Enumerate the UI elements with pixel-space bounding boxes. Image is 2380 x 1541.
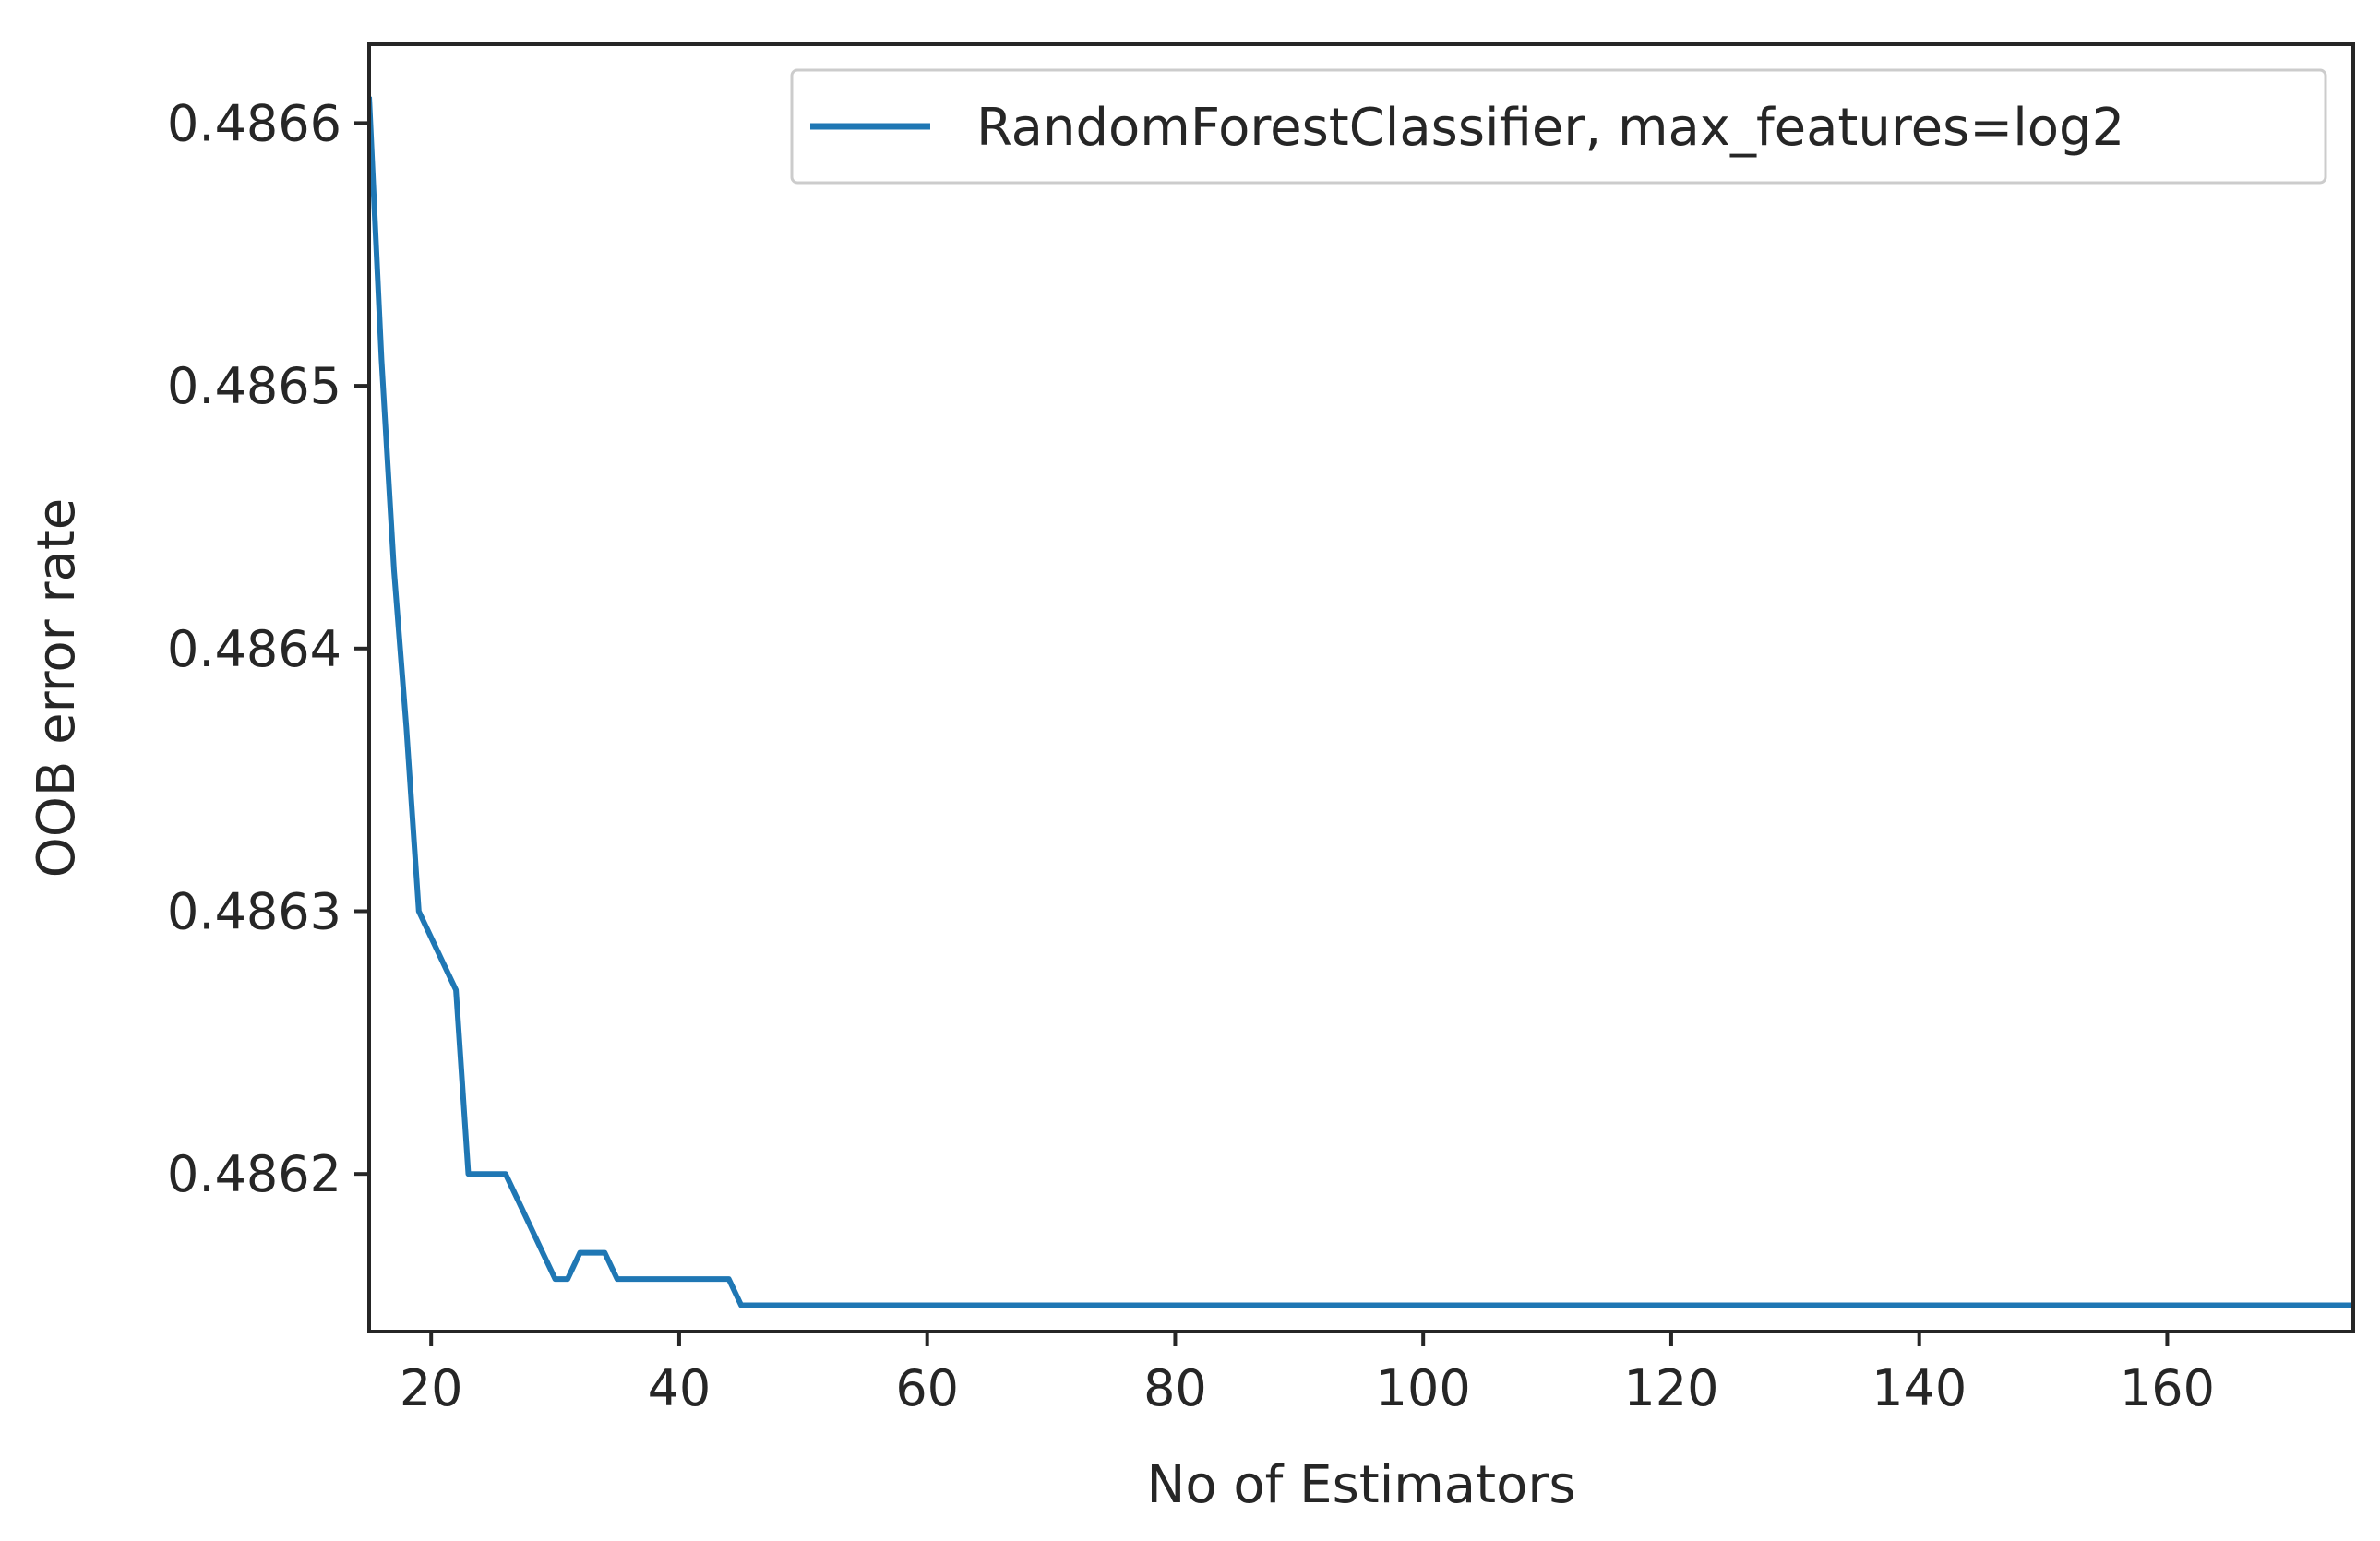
x-tick-label: 80 [1143, 1359, 1207, 1417]
y-tick-label: 0.4865 [167, 357, 341, 415]
y-axis-label: OOB error rate [27, 498, 87, 878]
y-tick-label: 0.4862 [167, 1145, 341, 1203]
x-tick-label: 140 [1872, 1359, 1967, 1417]
x-tick-label: 20 [400, 1359, 463, 1417]
x-axis-label: No of Estimators [1146, 1455, 1575, 1515]
x-tick-label: 120 [1623, 1359, 1718, 1417]
plot-area [369, 44, 2353, 1332]
series-line-0 [369, 96, 2353, 1308]
x-tick-label: 40 [648, 1359, 712, 1417]
y-tick-label: 0.4863 [167, 882, 341, 940]
x-tick-label: 60 [895, 1359, 959, 1417]
legend: RandomForestClassifier, max_features=log… [790, 68, 2327, 185]
x-tick-label: 160 [2120, 1359, 2215, 1417]
x-tick-label: 100 [1376, 1359, 1471, 1417]
series-layer [369, 96, 2353, 1308]
legend-box [790, 68, 2327, 185]
y-tick-label: 0.4864 [167, 620, 341, 678]
y-tick-label: 0.4866 [167, 94, 341, 152]
plot-frame [367, 42, 2355, 1333]
legend-label: RandomForestClassifier, max_features=log… [976, 98, 2124, 158]
axes-layer: 20 40 60 80 100 120 140 160 0.4862 0.4863 0.4864 0.… [27, 42, 2355, 1515]
